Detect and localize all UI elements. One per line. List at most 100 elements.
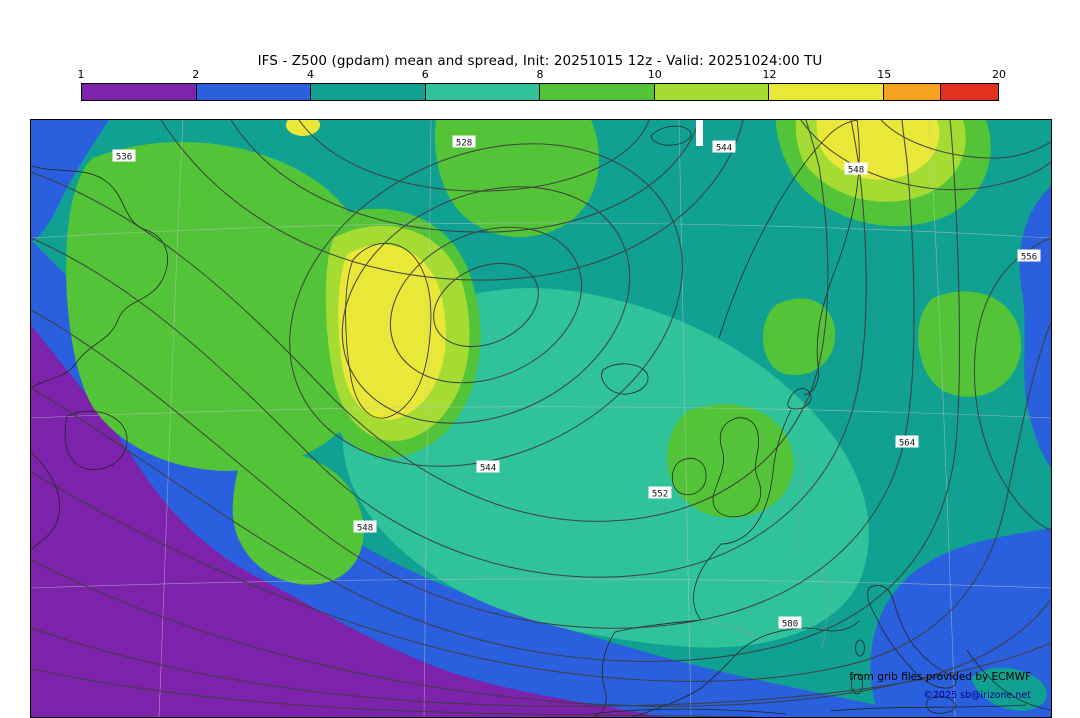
denmark-coastline [787, 388, 812, 410]
ireland-coastline [671, 458, 707, 495]
spread-purple-region [31, 325, 663, 717]
weather-map-svg: 536 528 544 548 556 564 552 544 548 580 from grib… [31, 120, 1051, 717]
colorbar-bar [81, 83, 999, 101]
colorbar-tick: 10 [647, 68, 662, 81]
colorbar-tick: 4 [307, 68, 314, 81]
country-border [792, 449, 802, 559]
contour-label-box [1017, 249, 1041, 262]
france-iberia-coastline [594, 409, 792, 717]
contour-label: 556 [1017, 249, 1041, 263]
colorbar-segment-spread-2-4 [195, 84, 310, 100]
colorbar-tick: 6 [421, 68, 429, 81]
sardinia-coastline [851, 673, 863, 695]
spread-fill-layer [31, 120, 1051, 717]
spread-green-uk [667, 404, 794, 518]
great-britain-coastline [712, 417, 762, 518]
contour-label-text: 552 [652, 490, 668, 500]
contour-label: 564 [895, 435, 919, 449]
spread-green-tongue [232, 450, 364, 585]
z500-contour [31, 120, 961, 663]
contour-label-box [353, 520, 377, 533]
contour-label-box [844, 162, 868, 175]
colorbar-ticks: 1 2 4 6 8 10 12 15 20 [77, 68, 1007, 83]
contour-label-box [476, 460, 500, 473]
colorbar-segment-spread-15-17 [882, 84, 941, 100]
z500-contour [31, 559, 1051, 707]
spread-green-east [918, 291, 1022, 397]
map-edge-artifact [696, 120, 703, 146]
contour-label-text: 556 [1021, 253, 1037, 263]
spread-blue-nw-corner [31, 120, 109, 242]
graticule-meridian [158, 120, 184, 717]
iceland-coastline [601, 363, 649, 395]
z500-contour [31, 120, 829, 522]
graticule-meridian [928, 120, 956, 717]
contour-label-text: 528 [456, 139, 472, 149]
spread-green-northwest [66, 142, 386, 471]
graticule-parallel [31, 222, 1051, 239]
italy-coastline [867, 585, 957, 689]
border-layer [698, 449, 828, 649]
z500-contour [230, 120, 700, 233]
norway-coastline [718, 120, 858, 339]
spread-colorbar: 1 2 4 6 8 10 12 15 20 [77, 68, 1007, 101]
attribution-source-text: from grib files provided by ECMWF [849, 671, 1031, 683]
colorbar-segment-spread-17-20 [940, 84, 998, 100]
z500-contour [298, 120, 650, 192]
colorbar-segment-spread-6-8 [424, 84, 539, 100]
z500-contour [973, 237, 1051, 531]
contour-label-text: 548 [848, 166, 864, 176]
contour-label-text: 580 [782, 620, 798, 630]
spread-yellow-greenland [338, 244, 446, 420]
spread-yellow-top-center [286, 120, 320, 136]
spread-green-top-center [434, 120, 599, 238]
contour-label-box [648, 486, 672, 499]
balkan-coastline [966, 649, 1051, 711]
nova-scotia-coastline [31, 451, 61, 551]
contour-label: 548 [844, 162, 868, 176]
colorbar-segment-spread-4-6 [310, 84, 425, 100]
contour-label-box [778, 616, 802, 629]
z500-contour [31, 120, 867, 578]
z500-contour [433, 262, 539, 348]
graticule-parallel [31, 578, 1051, 589]
newfoundland-coastline [64, 410, 128, 471]
z500-contour [31, 120, 915, 629]
z500-contour [389, 226, 583, 384]
z500-contour [31, 321, 1051, 682]
graticule-parallel [31, 406, 1051, 419]
z500-contour [880, 120, 1051, 159]
z500-contour [31, 668, 754, 717]
contour-label: 552 [648, 486, 672, 500]
colorbar-segment-spread-10-12 [653, 84, 768, 100]
attribution: from grib files provided by ECMWF ©2025 … [849, 671, 1031, 701]
corsica-coastline [855, 639, 865, 657]
contour-label-box [712, 140, 736, 153]
contour-label-text: 544 [716, 144, 732, 154]
contour-label: 536 [112, 149, 136, 163]
contour-label-box [895, 435, 919, 448]
colorbar-segment-spread-8-10 [539, 84, 654, 100]
colorbar-tick: 20 [992, 68, 1006, 81]
contour-labels-layer: 536 528 544 548 556 564 552 544 548 580 [112, 135, 1041, 630]
mediterranean-coastline [632, 620, 860, 717]
svalbard-coastline [650, 125, 692, 146]
z500-contour [31, 627, 1051, 707]
z500-contour [289, 143, 683, 467]
z500-contour [800, 120, 1051, 191]
contour-label-text: 548 [357, 524, 373, 534]
z500-contour [160, 120, 744, 281]
map-panel: 536 528 544 548 556 564 552 544 548 580 from grib… [30, 119, 1052, 718]
greenland-coastline [345, 242, 432, 419]
contour-label-box [452, 135, 476, 148]
country-border [698, 619, 756, 637]
colorbar-segment-spread-12-15 [768, 84, 883, 100]
contour-label: 528 [452, 135, 476, 149]
graticule-layer [31, 120, 1051, 717]
colorbar-tick: 1 [77, 68, 85, 81]
north-africa-coastline [590, 704, 1027, 715]
colorbar-segment-spread-1-2 [82, 84, 196, 100]
colorbar-tick: 15 [877, 68, 892, 81]
sicily-coastline [926, 696, 956, 714]
